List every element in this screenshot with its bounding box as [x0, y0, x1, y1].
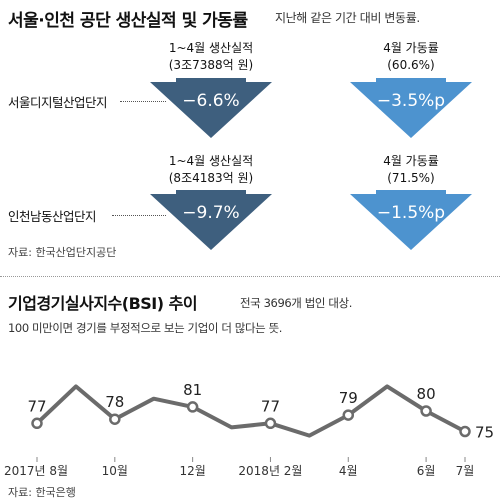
x-tick-label: 2017년 8월: [4, 464, 68, 478]
bsi-data-label: 80: [417, 385, 436, 403]
bsi-note: 100 미만이면 경기를 부정적으로 보는 기업이 더 많다는 뜻.: [8, 321, 283, 335]
seoul-production-change: −6.6%: [182, 91, 239, 111]
bsi-source: 자료: 한국은행: [8, 486, 76, 499]
page-subtitle: 지난해 같은 기간 대비 변동률.: [275, 11, 420, 25]
bsi-data-label: 79: [339, 389, 358, 407]
bsi-subtitle: 전국 3696개 법인 대상.: [240, 296, 352, 310]
arrow-incheon-production: [150, 190, 272, 250]
page-title: 서울·인천 공단 생산실적 및 가동률: [8, 11, 248, 31]
incheon-production-total: (8조4183억 원): [168, 171, 254, 185]
seoul-utilization-label: 4월 가동률: [383, 41, 439, 55]
x-tick-label: 7월: [456, 464, 475, 478]
seoul-production-total: (3조7388억 원): [168, 58, 254, 72]
incheon-production-change: −9.7%: [182, 203, 239, 223]
park-label-incheon: 인천남동산업단지: [8, 209, 97, 224]
leader-line-seoul: [120, 101, 166, 102]
x-tick-label: 4월: [339, 464, 358, 478]
x-tick-label: 6월: [417, 464, 436, 478]
bsi-data-label: 78: [105, 393, 124, 411]
seoul-production-header: 1~4월 생산실적 (3조7388억 원): [131, 40, 291, 74]
industrial-source: 자료: 한국산업단지공단: [8, 246, 117, 259]
bsi-point: [459, 425, 471, 438]
bsi-point: [186, 401, 199, 413]
seoul-utilization-header: 4월 가동률 (60.6%): [331, 40, 491, 74]
x-tick-label: 2018년 2월: [238, 464, 302, 478]
bsi-point: [342, 409, 355, 421]
seoul-utilization-change: −3.5%p: [377, 91, 445, 111]
arrow-incheon-utilization: [350, 190, 472, 250]
bsi-title: 기업경기실사지수(BSI) 추이: [8, 294, 198, 313]
bsi-data-label: 75: [475, 424, 494, 442]
incheon-utilization-header: 4월 가동률 (71.5%): [331, 153, 491, 187]
incheon-production-header: 1~4월 생산실적 (8조4183억 원): [131, 153, 291, 187]
bsi-point: [31, 417, 43, 430]
arrow-seoul-production: [150, 78, 272, 138]
bsi-series-line: [35, 384, 467, 438]
bsi-line-chart: 2017년 8월 10월 12월 2018년 2월 4월 6월 7월 77 78 81 77 79 8…: [4, 381, 494, 478]
seoul-utilization-total: (60.6%): [387, 58, 435, 72]
incheon-utilization-change: −1.5%p: [377, 203, 445, 223]
arrows-graphic: −6.6% −3.5%p −9.7% −1.5%p: [150, 78, 472, 250]
bsi-data-label: 77: [261, 397, 280, 415]
section-divider: [0, 276, 500, 277]
x-tick-label: 10월: [102, 464, 128, 478]
incheon-utilization-total: (71.5%): [387, 171, 435, 185]
bsi-point: [420, 405, 432, 417]
leader-line-incheon: [112, 215, 166, 216]
bsi-point: [264, 417, 277, 430]
bsi-data-label: 81: [183, 381, 202, 399]
park-label-seoul: 서울디지털산업단지: [8, 95, 108, 110]
incheon-utilization-label: 4월 가동률: [383, 154, 439, 168]
x-tick-label: 12월: [179, 464, 205, 478]
bsi-point: [109, 413, 121, 425]
incheon-production-label: 1~4월 생산실적: [168, 154, 254, 168]
bsi-data-label: 77: [27, 397, 46, 415]
seoul-production-label: 1~4월 생산실적: [168, 41, 254, 55]
arrow-seoul-utilization: [350, 78, 472, 138]
